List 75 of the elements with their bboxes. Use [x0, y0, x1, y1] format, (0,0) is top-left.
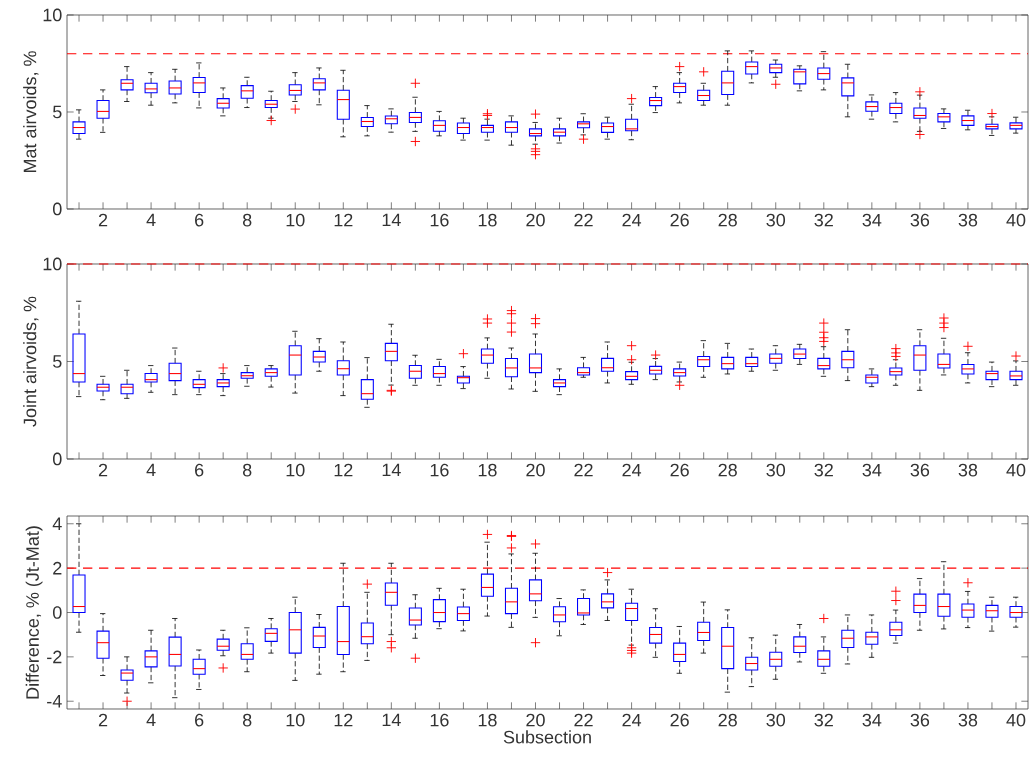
- x-tick-label: 22: [574, 213, 593, 227]
- y-tick-label: 5: [52, 355, 62, 368]
- x-tick-label: 28: [718, 213, 737, 227]
- x-tick-label: 4: [146, 213, 156, 227]
- x-tick-label: 8: [242, 213, 252, 227]
- y-tick-label: 10: [43, 257, 62, 271]
- x-tick-label: 16: [430, 463, 449, 477]
- x-tick-label: 32: [814, 213, 833, 227]
- y-tick-label: -2: [47, 650, 62, 664]
- x-tick-label: 22: [574, 713, 593, 727]
- x-tick-label: 6: [195, 713, 204, 727]
- y-tick-label: 10: [43, 8, 62, 22]
- x-tick-label: 10: [286, 463, 305, 477]
- x-tick-label: 8: [242, 463, 252, 477]
- x-tick-label: 14: [382, 713, 401, 727]
- x-tick-label: 34: [862, 213, 882, 227]
- x-tick-label: 12: [334, 463, 353, 477]
- x-tick-label: 20: [526, 213, 545, 227]
- x-tick-label: 8: [242, 713, 252, 727]
- x-tick-label: 32: [814, 713, 833, 727]
- x-tick-label: 24: [622, 213, 642, 227]
- x-axis-title: Subsection: [503, 730, 591, 744]
- x-tick-label: 10: [286, 713, 305, 727]
- x-tick-label: 12: [334, 713, 353, 727]
- x-tick-label: 2: [98, 463, 108, 477]
- x-tick-label: 18: [478, 713, 497, 727]
- x-tick-label: 40: [1006, 713, 1026, 727]
- x-tick-label: 14: [382, 463, 401, 477]
- x-tick-label: 30: [766, 213, 786, 227]
- x-tick-label: 18: [478, 213, 497, 227]
- x-tick-label: 16: [430, 213, 449, 227]
- x-tick-label: 14: [382, 213, 401, 227]
- x-tick-label: 4: [146, 463, 156, 477]
- x-tick-label: 4: [146, 713, 156, 727]
- x-tick-label: 30: [766, 713, 786, 727]
- x-tick-label: 28: [718, 463, 737, 477]
- x-tick-label: 6: [195, 463, 204, 477]
- x-tick-label: 32: [814, 463, 833, 477]
- y-axis-title: Mat airvoids, %: [23, 51, 39, 173]
- x-tick-label: 10: [286, 213, 305, 227]
- x-tick-label: 34: [862, 463, 882, 477]
- y-tick-label: 0: [52, 202, 62, 216]
- x-tick-label: 12: [334, 213, 353, 227]
- x-tick-label: 26: [670, 713, 689, 727]
- y-tick-label: 0: [52, 606, 62, 619]
- x-tick-label: 18: [478, 463, 497, 477]
- y-axis-title: Difference, % (Jt-Mat): [25, 526, 43, 699]
- x-tick-label: 22: [574, 463, 593, 477]
- x-tick-label: 38: [958, 213, 978, 227]
- y-axis-title: Joint airvoids, %: [23, 296, 39, 427]
- x-tick-label: 40: [1006, 213, 1026, 227]
- x-tick-label: 6: [195, 213, 204, 227]
- y-tick-label: 2: [53, 561, 62, 575]
- x-tick-label: 38: [958, 713, 978, 727]
- x-tick-label: 24: [622, 713, 642, 727]
- x-tick-label: 20: [526, 713, 545, 727]
- x-tick-label: 40: [1006, 463, 1026, 477]
- x-tick-label: 20: [526, 463, 545, 477]
- x-tick-label: 30: [766, 463, 786, 477]
- x-tick-label: 36: [910, 213, 930, 227]
- x-tick-label: 26: [670, 213, 689, 227]
- x-tick-label: 16: [430, 713, 449, 727]
- x-tick-label: 2: [98, 213, 108, 227]
- x-tick-label: 26: [670, 463, 689, 477]
- y-tick-label: 0: [52, 452, 62, 466]
- y-tick-label: 5: [52, 105, 62, 119]
- x-tick-label: 2: [98, 713, 108, 727]
- x-tick-label: 24: [622, 463, 642, 477]
- x-tick-label: 36: [910, 463, 930, 477]
- y-tick-label: 4: [52, 517, 62, 530]
- x-tick-label: 34: [862, 713, 882, 727]
- y-tick-label: -4: [47, 695, 62, 708]
- x-tick-label: 36: [910, 713, 930, 727]
- x-tick-label: 28: [718, 713, 737, 727]
- x-tick-label: 38: [958, 463, 978, 477]
